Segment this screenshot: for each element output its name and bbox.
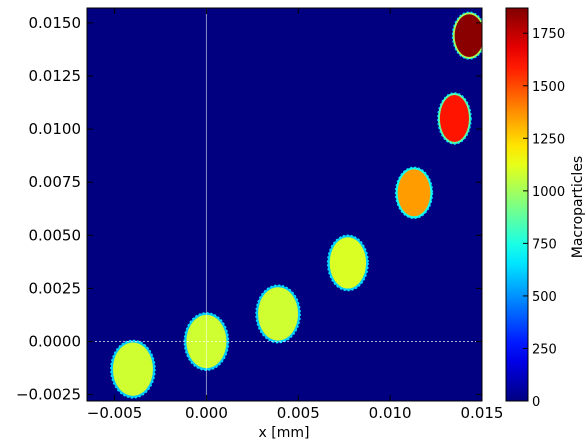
blob-6 <box>439 94 469 142</box>
blob-3 <box>258 287 299 341</box>
blob-5 <box>397 169 431 217</box>
colorbar-tick-label: 1000 <box>532 185 565 200</box>
colorbar-tick-label: 1500 <box>532 80 565 95</box>
axes: −0.005 0.000 0.005 0.010 0.015 −0.0025 0.0000 0… <box>16 7 504 422</box>
y-tick-label: −0.0025 <box>16 386 81 404</box>
colorbar-tick-label: 500 <box>532 290 557 305</box>
x-tick-label: 0.010 <box>369 404 412 422</box>
plot-area <box>87 8 482 401</box>
y-tick-label: 0.0125 <box>29 67 82 85</box>
colorbar-label: Macroparticles <box>570 156 586 258</box>
colorbar-tick-label: 250 <box>532 342 557 357</box>
x-tick-label: 0.000 <box>185 404 228 422</box>
y-tick-label: 0.0075 <box>29 173 82 191</box>
y-tick-label: 0.0050 <box>29 226 82 244</box>
colorbar-tick-label: 1250 <box>532 132 565 147</box>
y-tick-label: 0.0000 <box>29 333 82 351</box>
y-tick-label: 0.0025 <box>29 279 82 297</box>
y-tick-label: 0.0100 <box>29 120 82 138</box>
blob-4 <box>329 237 367 289</box>
x-axis-label: x [mm] <box>259 425 310 441</box>
colorbar: 0 250 500 750 1000 1250 1500 1750 <box>505 7 565 410</box>
colorbar-tick-label: 0 <box>532 395 540 410</box>
x-tick-label: −0.005 <box>87 404 143 422</box>
colorbar-gradient <box>505 7 529 402</box>
x-tick-label: 0.005 <box>277 404 320 422</box>
colorbar-tick-label: 1750 <box>532 27 565 42</box>
plot-frame <box>86 7 483 402</box>
blob-7 <box>454 14 482 57</box>
y-tick-label: 0.0150 <box>29 14 82 32</box>
x-tick-label: 0.015 <box>461 404 504 422</box>
colorbar-tick-label: 750 <box>532 237 557 252</box>
blob-1 <box>112 342 153 396</box>
